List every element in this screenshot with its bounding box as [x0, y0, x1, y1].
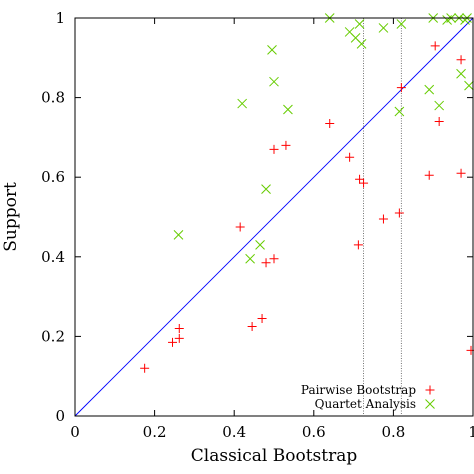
x-tick-label: 0.4: [222, 423, 246, 441]
x-tick-label: 0.8: [381, 423, 405, 441]
x-axis-title: Classical Bootstrap: [191, 446, 358, 466]
pairwise-bootstrap-point: [456, 168, 466, 178]
reference-lines-layer: [74, 17, 474, 417]
quartet-analysis-point: [255, 240, 265, 250]
pairwise-bootstrap-point: [378, 214, 388, 224]
quartet-analysis-point: [354, 19, 365, 29]
quartet-analysis-point: [378, 23, 389, 33]
y-axis-title: Support: [1, 182, 21, 252]
legend-label: Pairwise Bootstrap: [301, 383, 416, 397]
quartet-analysis-point: [283, 104, 293, 115]
y-tick-label: 0.8: [41, 89, 65, 107]
pairwise-bootstrap-point: [174, 323, 184, 333]
pairwise-bootstrap-point: [355, 174, 365, 184]
quartet-analysis-point: [173, 230, 184, 240]
y-tick-label: 0.2: [41, 327, 65, 345]
pairwise-bootstrap-point: [325, 118, 335, 128]
pairwise-bootstrap-point: [261, 258, 271, 268]
pairwise-bootstrap-point: [359, 178, 369, 188]
pairwise-bootstrap-point: [345, 152, 355, 162]
y-tick-label: 0.4: [41, 248, 65, 266]
pairwise-bootstrap-point: [466, 345, 474, 355]
pairwise-bootstrap-point: [430, 41, 440, 51]
pairwise-bootstrap-point: [269, 144, 279, 154]
quartet-analysis-point: [396, 19, 407, 29]
quartet-analysis-point: [464, 80, 474, 91]
x-tick-label: 0.6: [302, 423, 326, 441]
pairwise-bootstrap-point: [140, 363, 150, 373]
quartet-analysis-point: [269, 76, 279, 87]
tick-labels-layer: 0 0.2 0.4 0.6 0.8 1 0 0.2 0.4 0.6 0.8 1: [41, 9, 474, 441]
x-tick-label: 1: [468, 423, 474, 441]
quartet-analysis-point: [261, 184, 271, 194]
y-tick-label: 1: [55, 9, 65, 27]
quartet-analysis-point: [356, 39, 367, 49]
pairwise-bootstrap-point: [456, 55, 466, 65]
pairwise-bootstrap-point: [174, 333, 184, 343]
pairwise-bootstrap-point: [247, 321, 257, 331]
plot-frame: [74, 17, 474, 417]
quartet-analysis-point: [424, 84, 435, 95]
x-tick-label: 0: [70, 423, 80, 441]
quartet-analysis-point: [237, 98, 248, 109]
pairwise-bootstrap-point: [269, 254, 279, 264]
pairwise-bootstrap-point: [424, 170, 434, 180]
y-tick-label: 0: [55, 407, 65, 425]
quartet-analysis-point: [456, 68, 466, 79]
quartet-analysis-point: [434, 100, 445, 111]
legend-marker: [425, 385, 435, 395]
quartet-analysis-point: [267, 44, 277, 55]
quartet-analysis-point: [245, 253, 255, 264]
pairwise-bootstrap-point: [353, 240, 363, 250]
diagonal-line: [74, 17, 474, 417]
x-tick-label: 0.2: [143, 423, 167, 441]
legend-marker: [425, 399, 435, 409]
pairwise-bootstrap-point: [396, 83, 406, 93]
pairwise-bootstrap-point: [434, 116, 444, 126]
pairwise-bootstrap-point: [257, 313, 267, 323]
pairwise-bootstrap-point: [394, 208, 404, 218]
pairwise-bootstrap-point: [281, 140, 291, 150]
legend-label: Quartet Analysis: [315, 397, 416, 411]
y-tick-label: 0.6: [41, 168, 65, 186]
quartet-analysis-point: [394, 106, 405, 117]
pairwise-bootstrap-point: [235, 222, 245, 232]
pairwise-bootstrap-point: [168, 337, 178, 347]
